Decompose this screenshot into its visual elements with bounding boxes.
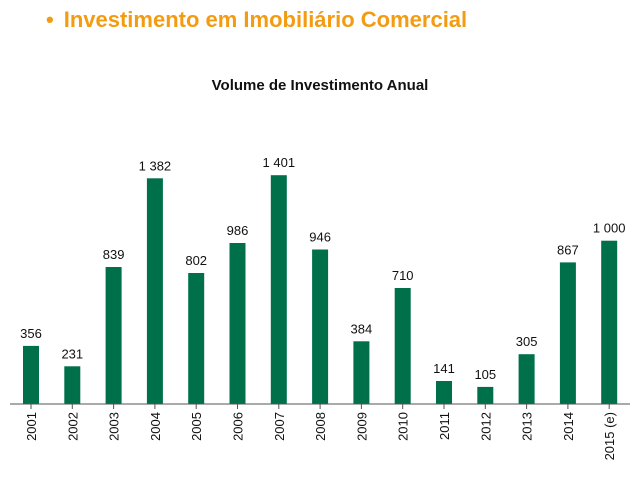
- bar-2009: [353, 341, 370, 404]
- value-label: 1 000: [593, 221, 626, 236]
- x-ticks-group: 2001 2002 2003 2004 2005 2006 2007 2008 2009 2010…: [24, 404, 617, 460]
- bar-2012: [477, 386, 494, 405]
- bar-2010: [394, 288, 411, 404]
- x-tick-label: 2012: [478, 412, 493, 441]
- value-label: 867: [557, 242, 579, 257]
- value-label: 839: [103, 247, 125, 262]
- bar-2011: [436, 381, 452, 404]
- x-tick-label: 2009: [354, 412, 369, 441]
- bar-2003: [105, 267, 122, 404]
- x-tick-label: 2003: [107, 412, 122, 441]
- x-tick-label: 2001: [24, 412, 39, 441]
- value-label: 710: [392, 268, 414, 283]
- value-label: 1 382: [139, 158, 172, 173]
- bar-2007: [270, 175, 287, 404]
- bar-2001: [23, 345, 39, 404]
- x-tick-label: 2002: [65, 412, 80, 441]
- value-label: 231: [61, 346, 83, 361]
- value-label: 1 401: [263, 155, 296, 170]
- x-tick-label: 2014: [561, 412, 576, 441]
- x-tick-label: 2013: [520, 412, 535, 441]
- x-tick-label: 2007: [272, 412, 287, 441]
- x-tick-label: 2010: [396, 412, 411, 441]
- page-heading-text: Investimento em Imobiliário Comercial: [63, 7, 468, 32]
- bar-2013: [518, 354, 535, 404]
- value-label: 356: [20, 326, 42, 341]
- x-tick-label: 2004: [148, 412, 163, 441]
- value-label: 986: [227, 223, 249, 238]
- bar-2015-e: [601, 240, 618, 404]
- bar-2005: [188, 273, 205, 404]
- bullet-icon: •: [46, 7, 54, 32]
- bar-2006: [229, 243, 246, 404]
- bar-2002: [64, 366, 81, 404]
- x-tick-label: 2015 (e): [602, 412, 617, 460]
- bar-2014: [559, 262, 576, 404]
- x-tick-label: 2006: [231, 412, 246, 441]
- chart-title: Volume de Investimento Anual: [212, 77, 429, 94]
- page-heading: • Investimento em Imobiliário Comercial: [46, 7, 467, 33]
- value-label: 105: [474, 367, 496, 382]
- bar-2004: [146, 178, 163, 404]
- value-label: 305: [516, 334, 538, 349]
- x-tick-label: 2011: [437, 412, 452, 440]
- x-tick-label: 2005: [189, 412, 204, 441]
- value-label: 946: [309, 230, 331, 245]
- value-label: 384: [351, 321, 373, 336]
- value-label: 802: [185, 253, 207, 268]
- x-tick-label: 2008: [313, 412, 328, 441]
- bars-group: 356 231 839 1 382 802 986 1 401 946 384 710 141 105…: [20, 155, 626, 405]
- value-label: 141: [433, 361, 455, 376]
- bar-2008: [312, 249, 329, 404]
